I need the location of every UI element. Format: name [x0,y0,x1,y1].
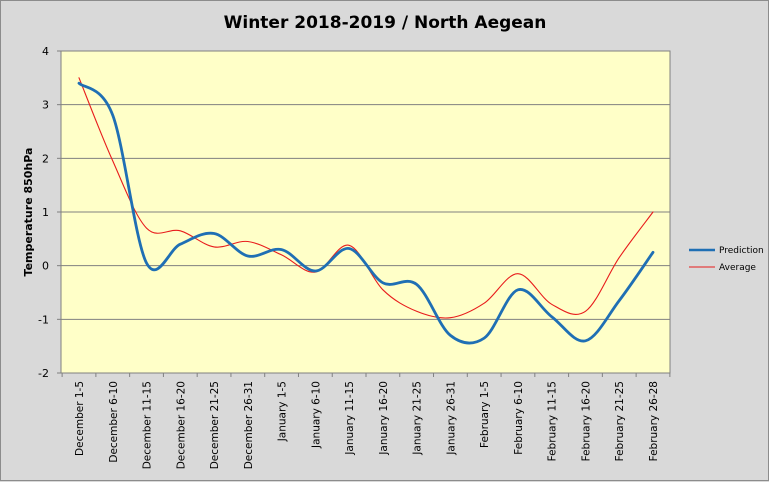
legend-label-average: Average [719,263,756,273]
x-tick-label: December 1-5 [74,381,86,456]
y-axis-label: Temperature 850hPa [22,148,35,277]
x-tick-label: December 11-15 [142,381,154,469]
y-tick-label: 3 [42,99,49,112]
y-tick-label: 4 [42,45,49,58]
x-tick-label: January 11-15 [344,381,356,456]
legend: Prediction Average [689,246,764,273]
x-tick-label: January 16-20 [378,381,390,456]
x-tick-label: February 16-20 [580,381,592,461]
x-tick-label: January 6-10 [310,381,322,449]
x-axis-ticks: December 1-5 December 6-10 December 11-15 D… [61,373,671,469]
chart-title: Winter 2018-2019 / North Aegean [224,13,547,33]
x-tick-label: February 11-15 [547,381,559,461]
x-tick-label: February 6-10 [513,381,525,455]
legend-label-prediction: Prediction [719,246,764,256]
x-tick-label: January 1-5 [277,381,289,442]
x-tick-label: February 1-5 [479,381,491,448]
x-tick-label: December 26-31 [243,381,255,469]
y-tick-label: 2 [42,152,49,165]
y-tick-label: 0 [42,260,49,273]
x-tick-label: January 26-31 [445,381,457,456]
x-tick-label: January 21-25 [412,381,424,456]
series-line-prediction [77,81,655,345]
x-tick-label: February 21-25 [614,381,626,461]
y-tick-label: -1 [38,313,49,326]
x-tick-label: December 16-20 [175,381,187,469]
x-tick-label: February 26-28 [648,381,660,461]
y-tick-label: -2 [38,367,49,380]
x-tick-label: December 6-10 [108,381,120,463]
y-tick-label: 1 [42,206,49,219]
x-tick-label: December 21-25 [209,381,221,469]
series-lines [77,77,655,345]
y-axis-ticks: -2 -1 0 1 2 3 4 [38,45,61,380]
